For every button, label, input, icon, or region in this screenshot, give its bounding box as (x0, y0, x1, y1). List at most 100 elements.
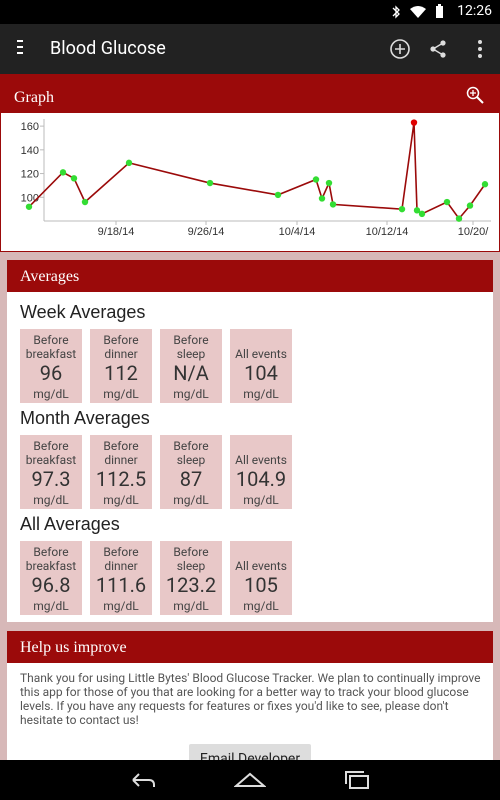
recents-button[interactable] (341, 768, 373, 792)
tile-value: 104.9 (235, 467, 287, 491)
add-button[interactable] (387, 36, 413, 62)
data-point[interactable] (274, 191, 282, 199)
home-icon (234, 772, 266, 787)
tile-value: 111.6 (95, 573, 147, 597)
tile-value: 104 (244, 361, 278, 385)
recents-icon (345, 771, 369, 789)
graph-title: Graph (14, 89, 54, 106)
averages-section: Month Averages Before breakfast 97.3 mg/dL Be… (20, 408, 292, 509)
tile-label: Before dinner (90, 439, 152, 467)
x-tick-label: 10/4/14 (279, 226, 316, 238)
tile-label-line1: Before (33, 333, 69, 347)
tile-unit: mg/dL (103, 387, 139, 401)
averages-section: Week Averages Before breakfast 96 mg/dL Befor… (20, 302, 292, 403)
tile-unit: mg/dL (103, 493, 139, 507)
data-point[interactable] (206, 179, 214, 187)
y-tick-label: 140 (21, 145, 39, 157)
tile-unit: mg/dL (243, 599, 279, 613)
section-title: Month Averages (20, 408, 150, 428)
tile-value: 123.2 (165, 573, 217, 597)
tile-label-line2: breakfast (25, 559, 77, 573)
tile-value: 105 (244, 573, 278, 597)
back-icon (132, 773, 155, 787)
tile-label-line1: Before (103, 545, 139, 559)
system-nav-bar (0, 760, 500, 800)
home-button[interactable] (234, 768, 266, 792)
x-tick-label: 10/20/ (458, 226, 490, 238)
back-button[interactable] (127, 768, 159, 792)
data-point[interactable] (466, 202, 474, 209)
tile-unit: mg/dL (173, 493, 209, 507)
data-point[interactable] (125, 159, 133, 167)
tile-label: Before breakfast (20, 333, 82, 361)
tile-unit: mg/dL (33, 387, 69, 401)
average-tile: Before breakfast 97.3 mg/dL (20, 435, 82, 509)
data-point[interactable] (455, 215, 463, 222)
overflow-menu-button[interactable] (467, 36, 493, 62)
y-tick-label: 120 (21, 169, 39, 181)
average-tile: All events 104.9 mg/dL (230, 435, 292, 509)
tile-unit: mg/dL (173, 387, 209, 401)
nav-drawer-icon[interactable] (14, 40, 26, 56)
share-button[interactable] (425, 36, 451, 62)
data-point[interactable] (329, 201, 337, 208)
glucose-line-chart[interactable]: 160 140 120 100 9/18/14 9/26/14 10/4/14 10/12/1… (1, 113, 499, 251)
app-title: Blood Glucose (50, 38, 166, 59)
data-point[interactable] (410, 119, 418, 126)
tile-label: All events (230, 559, 292, 573)
zoom-in-icon[interactable] (465, 85, 485, 105)
data-point[interactable] (398, 205, 406, 213)
tile-unit: mg/dL (173, 599, 209, 613)
tile-label: Before breakfast (20, 439, 82, 467)
tile-label-line1: Before (103, 439, 139, 453)
averages-card: Averages Week Averages Before breakfast 96 m… (7, 260, 493, 622)
data-point[interactable] (312, 176, 320, 183)
x-tick-label: 9/18/14 (98, 226, 135, 238)
help-card: Help us improve Thank you for using Litt… (7, 631, 493, 776)
app-bar: Blood Glucose (0, 24, 500, 74)
graph-header: Graph (1, 75, 499, 113)
tile-unit: mg/dL (33, 599, 69, 613)
tile-unit: mg/dL (103, 599, 139, 613)
data-point[interactable] (25, 203, 33, 210)
data-point[interactable] (443, 198, 451, 206)
average-tile: Before breakfast 96.8 mg/dL (20, 541, 82, 615)
x-tick-label: 10/12/14 (366, 226, 409, 238)
average-tile: Before dinner 112.5 mg/dL (90, 435, 152, 509)
average-tiles: Before breakfast 97.3 mg/dL Before dinner 112.… (20, 435, 292, 509)
tile-value: N/A (173, 361, 209, 385)
tile-label-line2: sleep (176, 453, 206, 467)
graph-card: Graph 160 140 120 100 9/18/14 9/26/14 10/4/14 1… (0, 74, 500, 252)
data-point[interactable] (481, 181, 489, 188)
averages-section: All Averages Before breakfast 96.8 mg/dL Befo… (20, 514, 292, 615)
average-tiles: Before breakfast 96.8 mg/dL Before dinner 111.… (20, 541, 292, 615)
tile-label: Before dinner (90, 333, 152, 361)
data-point[interactable] (59, 169, 67, 176)
data-point[interactable] (325, 179, 333, 187)
section-title: Week Averages (20, 302, 146, 322)
share-icon (430, 40, 446, 58)
data-point[interactable] (418, 210, 426, 218)
tile-label-line2: All events (235, 347, 287, 361)
tile-label-line2: sleep (176, 559, 206, 573)
data-point[interactable] (70, 175, 78, 182)
tile-value: 96 (39, 361, 63, 385)
help-title: Help us improve (20, 639, 127, 656)
average-tile: Before breakfast 96 mg/dL (20, 329, 82, 403)
tile-label-line2: dinner (104, 453, 138, 467)
more-vert-icon (478, 40, 482, 58)
tile-value: 112 (104, 361, 138, 385)
tile-label: Before sleep (160, 333, 222, 361)
data-point[interactable] (81, 198, 89, 206)
tile-label: Before dinner (90, 545, 152, 573)
tile-label: Before sleep (160, 439, 222, 467)
series-line (28, 122, 486, 220)
tile-value: 96.8 (31, 573, 71, 597)
data-point[interactable] (318, 195, 326, 202)
average-tile: All events 104 mg/dL (230, 329, 292, 403)
average-tile: Before dinner 111.6 mg/dL (90, 541, 152, 615)
data-point[interactable] (413, 207, 421, 214)
status-icons (391, 4, 444, 19)
tile-label: Before breakfast (20, 545, 82, 573)
help-text: Thank you for using Little Bytes' Blood … (20, 671, 481, 727)
